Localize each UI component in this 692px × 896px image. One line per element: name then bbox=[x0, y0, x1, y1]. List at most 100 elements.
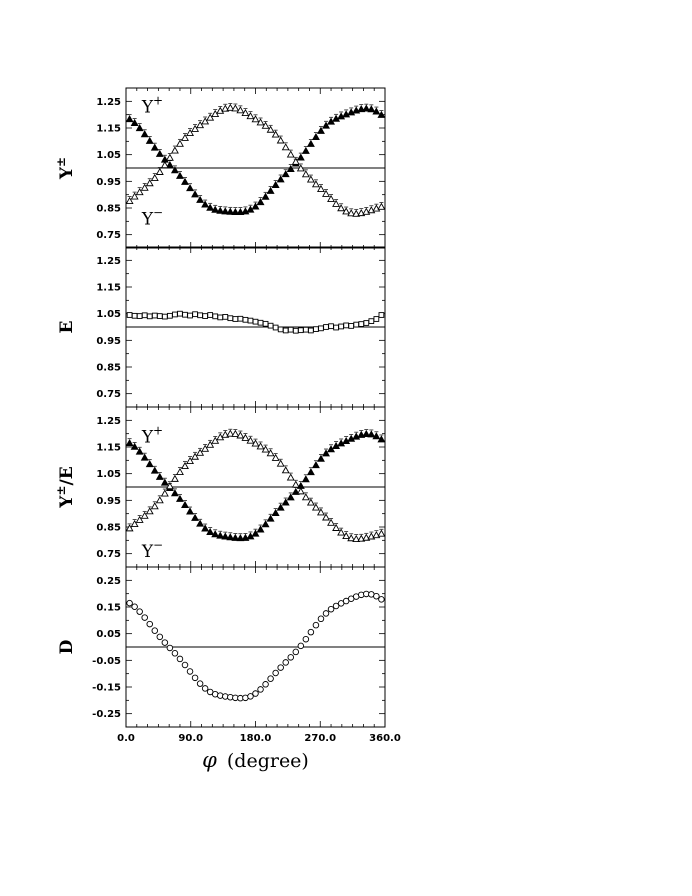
marker-filled-triangle bbox=[130, 118, 139, 126]
marker-open-triangle bbox=[201, 444, 210, 452]
marker-filled-triangle bbox=[175, 494, 184, 502]
marker-filled-triangle bbox=[286, 493, 295, 501]
ylabel-main: Y bbox=[57, 166, 77, 180]
marker-filled-triangle bbox=[170, 166, 179, 174]
marker-open-circle bbox=[151, 627, 159, 634]
marker-filled-triangle bbox=[266, 514, 275, 522]
marker-filled-triangle bbox=[261, 192, 270, 200]
marker-filled-triangle bbox=[221, 207, 230, 215]
marker-open-square bbox=[323, 324, 329, 330]
marker-filled-triangle bbox=[236, 534, 245, 542]
marker-open-triangle bbox=[317, 184, 325, 192]
y-tick-label: 0.95 bbox=[96, 177, 121, 188]
marker-open-triangle bbox=[256, 118, 265, 126]
series-annotation: Y− bbox=[141, 538, 163, 562]
panels-layer: 0.750.850.951.051.151.25Y±Y+Y−0.750.850.… bbox=[54, 87, 386, 728]
marker-filled-triangle bbox=[332, 114, 341, 122]
x-tick-label: 360.0 bbox=[369, 733, 401, 744]
ylabel-suffix: /E bbox=[57, 466, 77, 485]
marker-open-square bbox=[363, 320, 370, 326]
marker-filled-triangle bbox=[231, 207, 240, 216]
marker-open-triangle bbox=[236, 106, 245, 114]
x-tick-label: 90.0 bbox=[178, 733, 203, 744]
marker-filled-triangle bbox=[291, 487, 300, 495]
marker-open-circle bbox=[378, 596, 385, 603]
marker-filled-triangle bbox=[236, 207, 245, 216]
marker-open-triangle bbox=[377, 202, 386, 210]
marker-open-triangle bbox=[160, 489, 169, 497]
series-open-triangle bbox=[125, 103, 386, 217]
marker-open-triangle bbox=[206, 440, 215, 448]
y-tick-label: -0.15 bbox=[92, 683, 121, 694]
x-axis: 0.0 90.0 180.0 270.0 360.0 φ (degree) bbox=[117, 733, 401, 772]
marker-open-circle bbox=[161, 639, 169, 646]
marker-open-square bbox=[232, 316, 239, 322]
marker-filled-triangle bbox=[150, 143, 159, 151]
marker-open-circle bbox=[201, 685, 209, 692]
y-tick-label: -0.25 bbox=[92, 709, 121, 720]
marker-open-square bbox=[237, 315, 244, 322]
marker-filled-triangle bbox=[377, 435, 386, 443]
marker-open-square bbox=[333, 324, 339, 331]
marker-open-square bbox=[313, 326, 319, 332]
marker-open-square bbox=[187, 312, 193, 319]
marker-open-square bbox=[207, 312, 214, 318]
marker-open-square bbox=[262, 320, 269, 327]
marker-open-square bbox=[192, 311, 198, 318]
marker-open-triangle bbox=[306, 175, 315, 183]
marker-filled-triangle bbox=[160, 478, 169, 486]
marker-open-triangle bbox=[337, 204, 346, 212]
marker-open-square bbox=[222, 314, 229, 320]
marker-open-square bbox=[136, 313, 143, 319]
marker-filled-triangle bbox=[306, 139, 315, 147]
marker-filled-triangle bbox=[281, 170, 290, 178]
marker-open-triangle bbox=[327, 194, 336, 202]
marker-open-square bbox=[297, 327, 304, 334]
marker-open-triangle bbox=[191, 452, 200, 460]
marker-open-circle bbox=[176, 655, 184, 663]
x-axis-unit: (degree) bbox=[227, 750, 309, 772]
marker-open-square bbox=[318, 325, 324, 332]
marker-open-triangle bbox=[135, 187, 144, 196]
marker-open-triangle bbox=[301, 493, 310, 501]
marker-open-triangle bbox=[271, 453, 280, 461]
marker-open-square bbox=[373, 316, 380, 322]
marker-open-triangle bbox=[261, 445, 270, 453]
marker-open-triangle bbox=[191, 124, 200, 132]
panel-ylabel: Y±/E bbox=[54, 466, 77, 508]
series-annotation: Y+ bbox=[141, 423, 163, 447]
marker-filled-triangle bbox=[362, 104, 371, 112]
marker-filled-triangle bbox=[181, 177, 189, 185]
y-tick-label: 0.85 bbox=[96, 523, 121, 534]
marker-open-triangle bbox=[342, 207, 351, 215]
marker-filled-triangle bbox=[342, 110, 351, 118]
marker-filled-triangle bbox=[206, 203, 215, 211]
marker-filled-triangle bbox=[301, 475, 310, 483]
marker-filled-triangle bbox=[135, 447, 144, 455]
y-tick-label: 1.05 bbox=[96, 309, 121, 320]
marker-open-square bbox=[328, 323, 334, 330]
marker-open-circle bbox=[191, 674, 199, 682]
marker-open-triangle bbox=[377, 529, 386, 537]
marker-open-triangle bbox=[322, 189, 330, 197]
marker-open-triangle bbox=[145, 507, 154, 515]
marker-open-triangle bbox=[175, 467, 184, 476]
marker-open-triangle bbox=[337, 528, 346, 536]
ylabel-main: Y bbox=[57, 495, 77, 509]
marker-filled-triangle bbox=[367, 105, 376, 113]
y-tick-label: 1.15 bbox=[96, 443, 121, 454]
marker-open-circle bbox=[186, 668, 194, 675]
panel-D: -0.25 -0.15 -0.05 0.05 0.15 0.25 D bbox=[57, 566, 386, 728]
annotation-sup: + bbox=[153, 423, 163, 437]
marker-open-triangle bbox=[296, 487, 305, 495]
marker-open-triangle bbox=[352, 534, 361, 542]
marker-filled-triangle bbox=[125, 438, 134, 447]
marker-open-triangle bbox=[276, 136, 285, 144]
panel-Y-over-E: 0.750.850.951.051.151.25Y±/EY+Y− bbox=[54, 406, 386, 568]
marker-open-circle bbox=[267, 675, 274, 682]
series-annotation: Y+ bbox=[141, 94, 163, 118]
marker-open-triangle bbox=[150, 173, 159, 181]
marker-filled-triangle bbox=[276, 503, 285, 511]
marker-open-circle bbox=[247, 693, 254, 700]
